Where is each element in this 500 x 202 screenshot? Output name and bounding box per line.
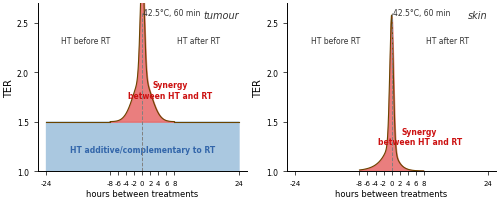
Text: Synergy
between HT and RT: Synergy between HT and RT (378, 127, 462, 146)
Text: tumour: tumour (203, 11, 238, 21)
Text: Synergy
between HT and RT: Synergy between HT and RT (128, 81, 212, 100)
Text: HT after RT: HT after RT (426, 37, 469, 46)
Y-axis label: TER: TER (4, 78, 14, 97)
Text: HT after RT: HT after RT (177, 37, 220, 46)
Text: 42.5°C, 60 min: 42.5°C, 60 min (393, 9, 450, 18)
Text: HT before RT: HT before RT (311, 37, 360, 46)
Text: HT before RT: HT before RT (62, 37, 110, 46)
Text: HT additive/complementary to RT: HT additive/complementary to RT (70, 145, 215, 154)
Text: 42.5°C, 60 min: 42.5°C, 60 min (144, 9, 201, 18)
Text: skin: skin (468, 11, 488, 21)
X-axis label: hours between treatments: hours between treatments (86, 189, 198, 198)
Y-axis label: TER: TER (254, 78, 264, 97)
X-axis label: hours between treatments: hours between treatments (336, 189, 448, 198)
